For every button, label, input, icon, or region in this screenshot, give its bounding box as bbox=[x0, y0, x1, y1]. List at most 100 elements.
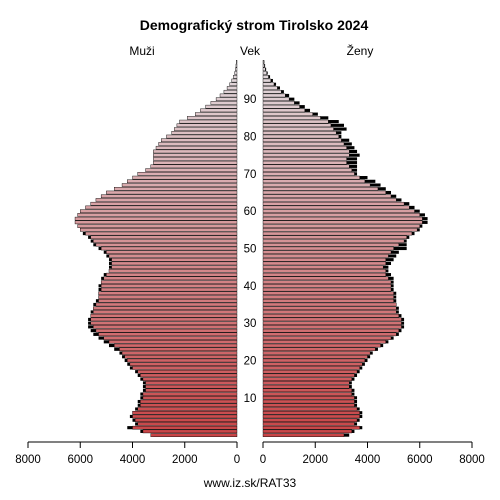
female-bar bbox=[262, 228, 418, 232]
male-bar bbox=[145, 384, 238, 389]
age-tick-label: 90 bbox=[244, 94, 257, 106]
female-bar bbox=[262, 306, 397, 310]
female-bar bbox=[262, 172, 355, 176]
male-bar bbox=[187, 116, 238, 120]
male-bar bbox=[95, 328, 238, 333]
chart-title: Demografický strom Tirolsko 2024 bbox=[140, 17, 369, 33]
male-bar bbox=[74, 220, 238, 225]
male-bar bbox=[77, 213, 238, 217]
male-bar bbox=[127, 358, 238, 363]
female-bar bbox=[262, 131, 337, 135]
female-bar bbox=[262, 142, 345, 146]
x-tick-label-right: 0 bbox=[260, 454, 266, 466]
female-bar bbox=[262, 284, 392, 288]
x-tick-label-left: 2000 bbox=[172, 454, 198, 466]
female-bar bbox=[262, 78, 272, 83]
female-bar bbox=[262, 287, 392, 292]
female-bar bbox=[262, 429, 353, 434]
x-axis-right: 0 2000 4000 6000 8000 bbox=[260, 441, 485, 466]
male-bar bbox=[171, 131, 238, 135]
male-bar bbox=[80, 228, 238, 232]
male-bar bbox=[124, 354, 238, 359]
female-bar bbox=[262, 280, 392, 284]
female-bar bbox=[262, 138, 342, 143]
female-bar bbox=[262, 175, 360, 180]
female-bar bbox=[262, 108, 305, 113]
female-bar bbox=[262, 60, 265, 64]
female-bar bbox=[262, 97, 290, 101]
male-bar bbox=[103, 276, 238, 281]
male-bar bbox=[132, 414, 238, 419]
female-bar bbox=[262, 362, 363, 366]
male-bar bbox=[142, 377, 238, 381]
x-tick-label-right: 8000 bbox=[459, 454, 485, 466]
male-bar bbox=[153, 153, 238, 157]
female-bar bbox=[262, 246, 394, 251]
male-bar bbox=[134, 418, 238, 422]
male-bar bbox=[103, 336, 238, 340]
male-bar bbox=[106, 190, 238, 195]
male-bar bbox=[137, 172, 238, 176]
x-tick-label-right: 2000 bbox=[302, 454, 328, 466]
x-tick-label-right: 6000 bbox=[407, 454, 433, 466]
female-bar bbox=[262, 433, 345, 437]
male-bars bbox=[74, 60, 238, 437]
female-bar bbox=[262, 235, 407, 240]
male-bar bbox=[153, 149, 238, 154]
male-bar bbox=[215, 97, 238, 101]
male-bar bbox=[153, 160, 238, 165]
female-bar bbox=[262, 269, 386, 273]
age-tick-label: 70 bbox=[244, 169, 257, 181]
female-bar bbox=[262, 164, 350, 169]
male-bar bbox=[236, 60, 238, 64]
male-bar bbox=[200, 108, 238, 113]
male-bar bbox=[100, 246, 238, 251]
female-bar bbox=[262, 250, 392, 254]
male-bar bbox=[145, 381, 238, 385]
female-bar bbox=[262, 414, 360, 419]
male-bar bbox=[150, 164, 238, 169]
male-bar bbox=[176, 123, 238, 128]
male-bar bbox=[145, 388, 238, 393]
male-bar bbox=[233, 75, 238, 79]
male-bar bbox=[90, 313, 238, 318]
male-bar bbox=[111, 265, 238, 269]
male-bar bbox=[95, 198, 238, 202]
female-bar bbox=[262, 272, 386, 277]
male-bar bbox=[100, 194, 238, 199]
male-bar bbox=[150, 433, 238, 437]
female-bar bbox=[262, 392, 353, 396]
female-bar bbox=[262, 67, 266, 72]
female-bar bbox=[262, 298, 394, 303]
female-bar bbox=[262, 157, 347, 161]
female-bar bbox=[262, 295, 394, 299]
age-tick-label: 30 bbox=[244, 318, 257, 330]
female-bar bbox=[262, 187, 379, 191]
female-bars bbox=[262, 60, 428, 437]
male-bar bbox=[80, 209, 238, 213]
female-bar bbox=[262, 377, 353, 381]
male-bar bbox=[106, 272, 238, 277]
male-bar bbox=[137, 407, 238, 411]
female-bar bbox=[262, 101, 295, 105]
male-bar bbox=[153, 157, 238, 161]
male-bar bbox=[229, 82, 238, 87]
male-bar bbox=[106, 250, 238, 254]
age-axis: 10 20 30 40 50 60 70 80 90 bbox=[244, 94, 257, 405]
female-bar bbox=[262, 209, 415, 213]
age-tick-label: 50 bbox=[244, 244, 257, 256]
male-bar bbox=[210, 101, 238, 105]
male-bar bbox=[155, 145, 238, 150]
male-bar bbox=[108, 269, 238, 273]
male-bar bbox=[108, 340, 238, 344]
female-bar bbox=[262, 261, 386, 266]
male-bar bbox=[142, 429, 238, 434]
female-bar bbox=[262, 112, 313, 116]
female-bar bbox=[262, 75, 269, 79]
female-bar bbox=[262, 71, 267, 75]
female-bar bbox=[262, 231, 413, 236]
male-bar bbox=[132, 410, 238, 415]
female-bar bbox=[262, 399, 355, 404]
female-bar bbox=[262, 179, 366, 184]
